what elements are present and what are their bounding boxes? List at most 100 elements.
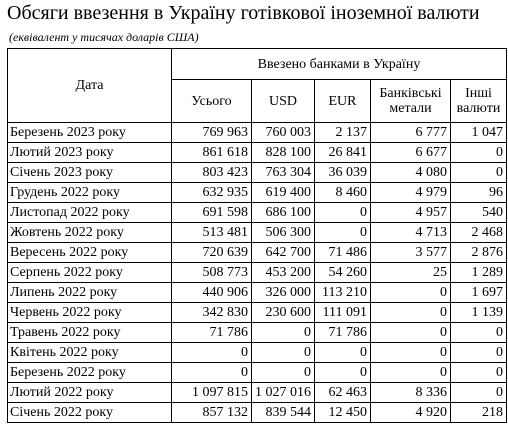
total-cell: 769 963	[171, 122, 252, 143]
eur-cell: 12 450	[314, 402, 371, 423]
other-currencies-cell: 1 289	[450, 262, 507, 283]
row-date-cell: Грудень 2022 року	[7, 182, 172, 203]
bank-metals-cell: 4 957	[370, 202, 451, 223]
eur-cell: 0	[314, 342, 371, 363]
row-date-cell: Березень 2023 року	[7, 122, 172, 143]
other-currencies-cell: 218	[450, 402, 507, 423]
total-cell: 513 481	[171, 222, 252, 243]
other-currencies-cell: 2 468	[450, 222, 507, 243]
usd-cell: 1 027 016	[251, 382, 315, 403]
usd-cell: 686 100	[251, 202, 315, 223]
other-currencies-cell: 0	[450, 342, 507, 363]
row-date-cell: Квітень 2022 року	[7, 342, 172, 363]
page-subtitle: (еквівалент у тисячах доларів США)	[9, 30, 199, 44]
eur-cell: 71 486	[314, 242, 371, 263]
eur-cell: 2 137	[314, 122, 371, 143]
total-cell: 720 639	[171, 242, 252, 263]
row-date-cell: Листопад 2022 року	[7, 202, 172, 223]
bank-metals-cell: 4 979	[370, 182, 451, 203]
row-date-cell: Лютий 2023 року	[7, 142, 172, 163]
table-row: Грудень 2022 року 632 935 619 400 8 460 4 97…	[7, 182, 507, 203]
eur-cell: 0	[314, 202, 371, 223]
row-date-cell: Червень 2022 року	[7, 302, 172, 323]
usd-cell: 0	[251, 342, 315, 363]
row-date-cell: Лютий 2022 року	[7, 382, 172, 403]
currency-import-table: Дата Ввезено банками в Україну Усього US…	[7, 48, 507, 423]
table-row: Липень 2022 року 440 906 326 000 113 210 0 1 …	[7, 282, 507, 303]
eur-cell: 26 841	[314, 142, 371, 163]
eur-cell: 71 786	[314, 322, 371, 343]
table-row: Квітень 2022 року 0 0 0 0 0	[7, 342, 507, 363]
eur-cell: 62 463	[314, 382, 371, 403]
column-header-eur: EUR	[314, 79, 371, 123]
usd-cell: 839 544	[251, 402, 315, 423]
table-row: Березень 2022 року 0 0 0 0 0	[7, 362, 507, 383]
column-header-usd: USD	[251, 79, 315, 123]
usd-cell: 453 200	[251, 262, 315, 283]
row-date-cell: Жовтень 2022 року	[7, 222, 172, 243]
other-currencies-cell: 2 876	[450, 242, 507, 263]
imported-by-banks-header: Ввезено банками в Україну	[171, 48, 507, 80]
bank-metals-cell: 6 677	[370, 142, 451, 163]
usd-cell: 763 304	[251, 162, 315, 183]
usd-cell: 230 600	[251, 302, 315, 323]
date-column-header: Дата	[7, 48, 172, 123]
table-row: Лютий 2022 року 1 097 815 1 027 016 62 463 8…	[7, 382, 507, 403]
bank-metals-cell: 0	[370, 282, 451, 303]
row-date-cell: Серпень 2022 року	[7, 262, 172, 283]
row-date-cell: Вересень 2022 року	[7, 242, 172, 263]
bank-metals-cell: 0	[370, 302, 451, 323]
other-currencies-cell: 540	[450, 202, 507, 223]
eur-cell: 0	[314, 222, 371, 243]
usd-cell: 642 700	[251, 242, 315, 263]
other-currencies-cell: 1 139	[450, 302, 507, 323]
other-currencies-cell: 1 047	[450, 122, 507, 143]
table-row: Січень 2023 року 803 423 763 304 36 039 4 08…	[7, 162, 507, 183]
bank-metals-cell: 0	[370, 342, 451, 363]
usd-cell: 506 300	[251, 222, 315, 243]
table-row: Березень 2023 року 769 963 760 003 2 137 6 7…	[7, 122, 507, 143]
eur-cell: 111 091	[314, 302, 371, 323]
total-cell: 691 598	[171, 202, 252, 223]
table-row: Лютий 2023 року 861 618 828 100 26 841 6 677…	[7, 142, 507, 163]
eur-cell: 0	[314, 362, 371, 383]
page-title: Обсяги ввезення в Україну готівкової іно…	[7, 2, 480, 24]
bank-metals-cell: 0	[370, 362, 451, 383]
usd-cell: 760 003	[251, 122, 315, 143]
bank-metals-cell: 6 777	[370, 122, 451, 143]
bank-metals-cell: 3 577	[370, 242, 451, 263]
bank-metals-cell: 8 336	[370, 382, 451, 403]
table-row: Вересень 2022 року 720 639 642 700 71 486 3 …	[7, 242, 507, 263]
total-cell: 632 935	[171, 182, 252, 203]
other-currencies-cell: 0	[450, 322, 507, 343]
total-cell: 0	[171, 342, 252, 363]
row-date-cell: Січень 2023 року	[7, 162, 172, 183]
total-cell: 1 097 815	[171, 382, 252, 403]
other-currencies-cell: 0	[450, 362, 507, 383]
bank-metals-cell: 4 920	[370, 402, 451, 423]
other-currencies-cell: 0	[450, 162, 507, 183]
total-cell: 803 423	[171, 162, 252, 183]
row-date-cell: Липень 2022 року	[7, 282, 172, 303]
column-header-total: Усього	[171, 79, 252, 123]
bank-metals-cell: 4 713	[370, 222, 451, 243]
total-cell: 342 830	[171, 302, 252, 323]
row-date-cell: Травень 2022 року	[7, 322, 172, 343]
table-body: Березень 2023 року 769 963 760 003 2 137 6 7…	[7, 122, 507, 423]
table-row: Жовтень 2022 року 513 481 506 300 0 4 713 2 4…	[7, 222, 507, 243]
total-cell: 71 786	[171, 322, 252, 343]
bank-metals-cell: 25	[370, 262, 451, 283]
column-header-bank-metals: Банківські метали	[370, 79, 451, 123]
eur-cell: 8 460	[314, 182, 371, 203]
table-row: Листопад 2022 року 691 598 686 100 0 4 957 54…	[7, 202, 507, 223]
bank-metals-cell: 4 080	[370, 162, 451, 183]
row-date-cell: Березень 2022 року	[7, 362, 172, 383]
table-row: Січень 2022 року 857 132 839 544 12 450 4 92…	[7, 402, 507, 423]
usd-cell: 326 000	[251, 282, 315, 303]
eur-cell: 54 260	[314, 262, 371, 283]
other-currencies-cell: 0	[450, 382, 507, 403]
bank-metals-cell: 0	[370, 322, 451, 343]
eur-cell: 36 039	[314, 162, 371, 183]
other-currencies-cell: 1 697	[450, 282, 507, 303]
table-row: Травень 2022 року 71 786 0 71 786 0 0	[7, 322, 507, 343]
